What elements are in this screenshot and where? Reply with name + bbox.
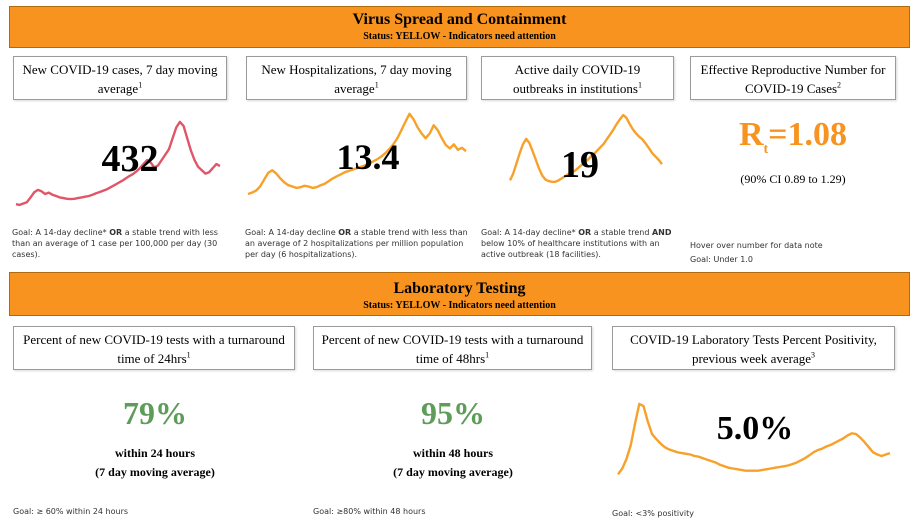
metric-card-cases[interactable]: New COVID-19 cases, 7 day moving average… <box>13 56 227 100</box>
card-label: New COVID-19 cases, 7 day moving average <box>22 62 218 96</box>
card-label: Percent of new COVID-19 tests with a tur… <box>321 332 584 366</box>
footnote-marker: 3 <box>811 350 816 360</box>
turnaround-24-value[interactable]: 79% <box>123 395 187 431</box>
positivity-value[interactable]: 5.0% <box>716 410 794 447</box>
footnote-marker: 1 <box>637 80 642 90</box>
rt-confidence-interval: (90% CI 0.89 to 1.29) <box>740 172 846 186</box>
cases-value[interactable]: 432 <box>101 138 159 180</box>
footnote-marker: 1 <box>138 80 143 90</box>
positivity-sparkline[interactable] <box>614 375 894 493</box>
outbreaks-value[interactable]: 19 <box>561 144 599 186</box>
cases-sparkline[interactable] <box>12 105 224 215</box>
section-banner-laboratory-testing: Laboratory Testing Status: YELLOW - Indi… <box>9 272 910 316</box>
outbreaks-goal: Goal: A 14-day decline* OR a stable tren… <box>481 228 672 259</box>
footnote-marker: 1 <box>485 350 490 360</box>
outbreaks-sparkline[interactable] <box>506 105 666 215</box>
metric-card-turnaround-24[interactable]: Percent of new COVID-19 tests with a tur… <box>13 326 295 370</box>
rt-subscript: t <box>763 141 769 157</box>
turnaround-48-line1: within 48 hours <box>412 446 494 460</box>
card-label: Effective Reproductive Number for COVID-… <box>700 62 886 96</box>
positivity-trend-line <box>617 402 891 476</box>
turnaround-24-line1: within 24 hours <box>114 446 196 460</box>
outbreaks-trend-line <box>508 113 663 184</box>
metric-card-positivity[interactable]: COVID-19 Laboratory Tests Percent Positi… <box>612 326 895 370</box>
metric-card-reproductive-number[interactable]: Effective Reproductive Number for COVID-… <box>690 56 896 100</box>
rt-prefix: R <box>738 116 764 153</box>
status-text: Status: YELLOW - Indicators need attenti… <box>363 31 556 42</box>
positivity-goal: Goal: <3% positivity <box>612 509 694 518</box>
metric-card-turnaround-48[interactable]: Percent of new COVID-19 tests with a tur… <box>313 326 592 370</box>
footnote-marker: 1 <box>374 80 379 90</box>
turnaround-24-line2: (7 day moving average) <box>95 465 215 479</box>
metric-card-hospitalizations[interactable]: New Hospitalizations, 7 day moving avera… <box>246 56 467 100</box>
rt-value[interactable]: Rt=1.08 <box>700 114 886 171</box>
cases-goal: Goal: A 14-day decline* OR a stable tren… <box>12 228 218 259</box>
turnaround-24-goal: Goal: ≥ 60% within 24 hours <box>13 507 129 516</box>
section-title: Virus Spread and Containment <box>352 11 567 28</box>
card-label: Percent of new COVID-19 tests with a tur… <box>23 332 285 366</box>
hospitalizations-value[interactable]: 13.4 <box>336 137 400 177</box>
status-text: Status: YELLOW - Indicators need attenti… <box>363 300 556 311</box>
card-label: New Hospitalizations, 7 day moving avera… <box>261 62 452 96</box>
footnote-marker: 2 <box>837 80 842 90</box>
section-title: Laboratory Testing <box>393 280 526 297</box>
card-label: COVID-19 Laboratory Tests Percent Positi… <box>630 332 877 366</box>
hospitalizations-goal: Goal: A 14-day decline OR a stable trend… <box>245 228 468 259</box>
section-banner-virus-spread: Virus Spread and Containment Status: YEL… <box>9 6 910 48</box>
rt-goal: Goal: Under 1.0 <box>690 255 753 264</box>
turnaround-48-goal: Goal: ≥80% within 48 hours <box>313 507 426 516</box>
rt-number: =1.08 <box>768 116 848 153</box>
hospitalizations-sparkline[interactable] <box>244 105 470 215</box>
cases-trend-line <box>15 120 221 207</box>
footnote-marker: 1 <box>186 350 191 360</box>
card-label: Active daily COVID-19 outbreaks in insti… <box>513 62 641 96</box>
turnaround-48-value[interactable]: 95% <box>421 395 485 431</box>
hospitalizations-trend-line <box>247 112 467 196</box>
metric-card-outbreaks[interactable]: Active daily COVID-19 outbreaks in insti… <box>481 56 674 100</box>
rt-data-note[interactable]: Hover over number for data note <box>690 241 823 250</box>
turnaround-48-line2: (7 day moving average) <box>393 465 513 479</box>
